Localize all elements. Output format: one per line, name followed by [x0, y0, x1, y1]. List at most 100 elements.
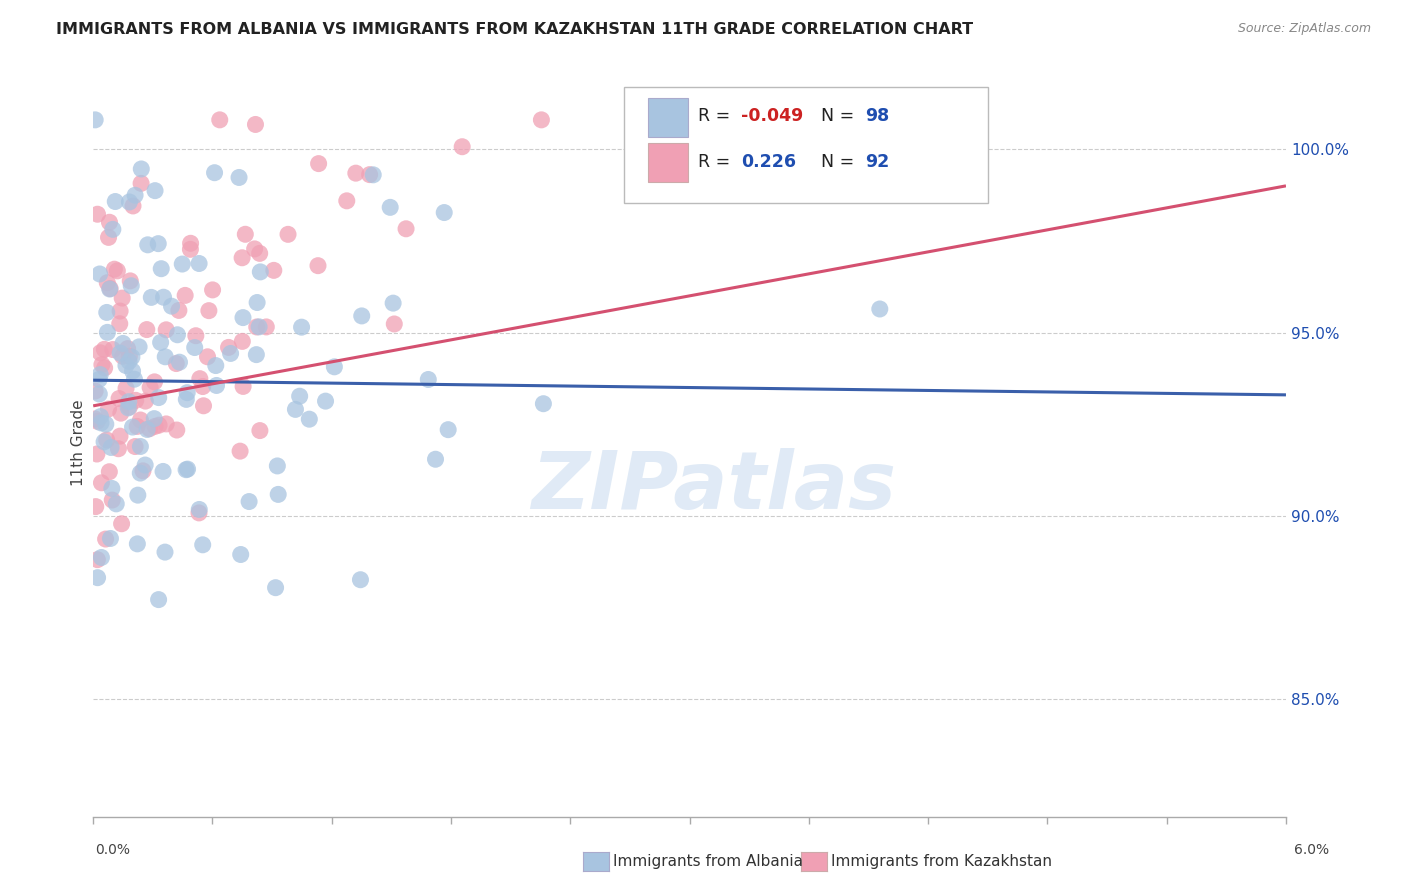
Point — [245, 118, 267, 132]
Point — [89, 372, 111, 386]
Point — [121, 420, 143, 434]
Point — [84, 112, 107, 127]
Point — [307, 259, 329, 273]
Point — [243, 242, 266, 256]
Point — [344, 166, 367, 180]
Point — [219, 346, 242, 360]
Point — [298, 412, 321, 426]
Text: R =: R = — [697, 153, 735, 171]
Point — [231, 334, 253, 349]
Point — [246, 320, 269, 334]
Point — [361, 168, 384, 182]
Point — [129, 413, 152, 427]
Point — [96, 305, 118, 319]
Y-axis label: 11th Grade: 11th Grade — [72, 400, 86, 486]
Point — [115, 359, 138, 373]
Point — [315, 394, 337, 409]
Point — [249, 424, 271, 438]
Point — [108, 429, 131, 443]
Point — [108, 346, 131, 360]
Point — [152, 290, 174, 304]
Point — [129, 177, 152, 191]
Point — [247, 319, 270, 334]
Point — [129, 466, 152, 480]
Point — [228, 170, 250, 185]
Point — [233, 227, 256, 242]
Text: 0.226: 0.226 — [741, 153, 796, 171]
Point — [143, 184, 166, 198]
Text: ZIPatlas: ZIPatlas — [531, 449, 896, 526]
Point — [266, 458, 288, 473]
Point — [174, 288, 197, 302]
Point — [122, 199, 145, 213]
Text: IMMIGRANTS FROM ALBANIA VS IMMIGRANTS FROM KAZAKHSTAN 11TH GRADE CORRELATION CHA: IMMIGRANTS FROM ALBANIA VS IMMIGRANTS FR… — [56, 22, 973, 37]
Point — [104, 194, 127, 209]
Point — [94, 417, 117, 432]
Point — [148, 236, 170, 251]
Text: 0.0%: 0.0% — [96, 843, 131, 857]
Point — [105, 497, 128, 511]
Point — [231, 251, 253, 265]
Text: 6.0%: 6.0% — [1294, 843, 1329, 857]
Point — [124, 188, 146, 202]
Point — [425, 452, 447, 467]
Point — [132, 464, 155, 478]
Point — [232, 379, 254, 393]
Point — [129, 161, 152, 176]
Point — [134, 458, 156, 472]
Text: R =: R = — [697, 107, 735, 125]
Point — [188, 506, 211, 520]
Point — [100, 532, 122, 546]
Point — [93, 343, 115, 357]
Point — [89, 387, 111, 401]
Point — [86, 552, 108, 566]
Point — [96, 326, 118, 340]
Point — [359, 168, 381, 182]
Point — [128, 340, 150, 354]
Point — [107, 442, 129, 456]
Point — [148, 391, 170, 405]
Point — [129, 440, 152, 454]
Point — [308, 156, 330, 170]
Point — [96, 433, 118, 447]
Point — [105, 264, 128, 278]
Point — [141, 290, 163, 304]
Point — [98, 465, 121, 479]
Point — [135, 322, 157, 336]
Point — [90, 358, 112, 372]
Point — [205, 378, 228, 392]
FancyBboxPatch shape — [648, 98, 689, 137]
Point — [191, 538, 214, 552]
Point — [143, 375, 166, 389]
Point — [118, 394, 141, 409]
Point — [115, 381, 138, 395]
Point — [229, 548, 252, 562]
Point — [139, 380, 162, 394]
Point — [84, 384, 107, 398]
Point — [84, 500, 107, 514]
Point — [124, 440, 146, 454]
Point — [89, 368, 111, 382]
Text: 92: 92 — [865, 153, 889, 171]
Point — [232, 310, 254, 325]
Point — [249, 246, 271, 260]
Point — [108, 304, 131, 318]
Point — [160, 299, 183, 313]
Point — [121, 350, 143, 364]
Point — [90, 416, 112, 430]
Point — [98, 215, 121, 229]
Point — [380, 200, 402, 214]
Point — [108, 392, 131, 406]
Point — [136, 422, 159, 436]
Point — [165, 357, 187, 371]
Point — [117, 401, 139, 415]
Point — [249, 265, 271, 279]
Point — [166, 327, 188, 342]
Point — [148, 592, 170, 607]
Point — [245, 348, 267, 362]
Point — [98, 282, 121, 296]
Point — [121, 364, 143, 378]
Point — [124, 372, 146, 386]
Point — [277, 227, 299, 242]
Point — [120, 274, 142, 288]
